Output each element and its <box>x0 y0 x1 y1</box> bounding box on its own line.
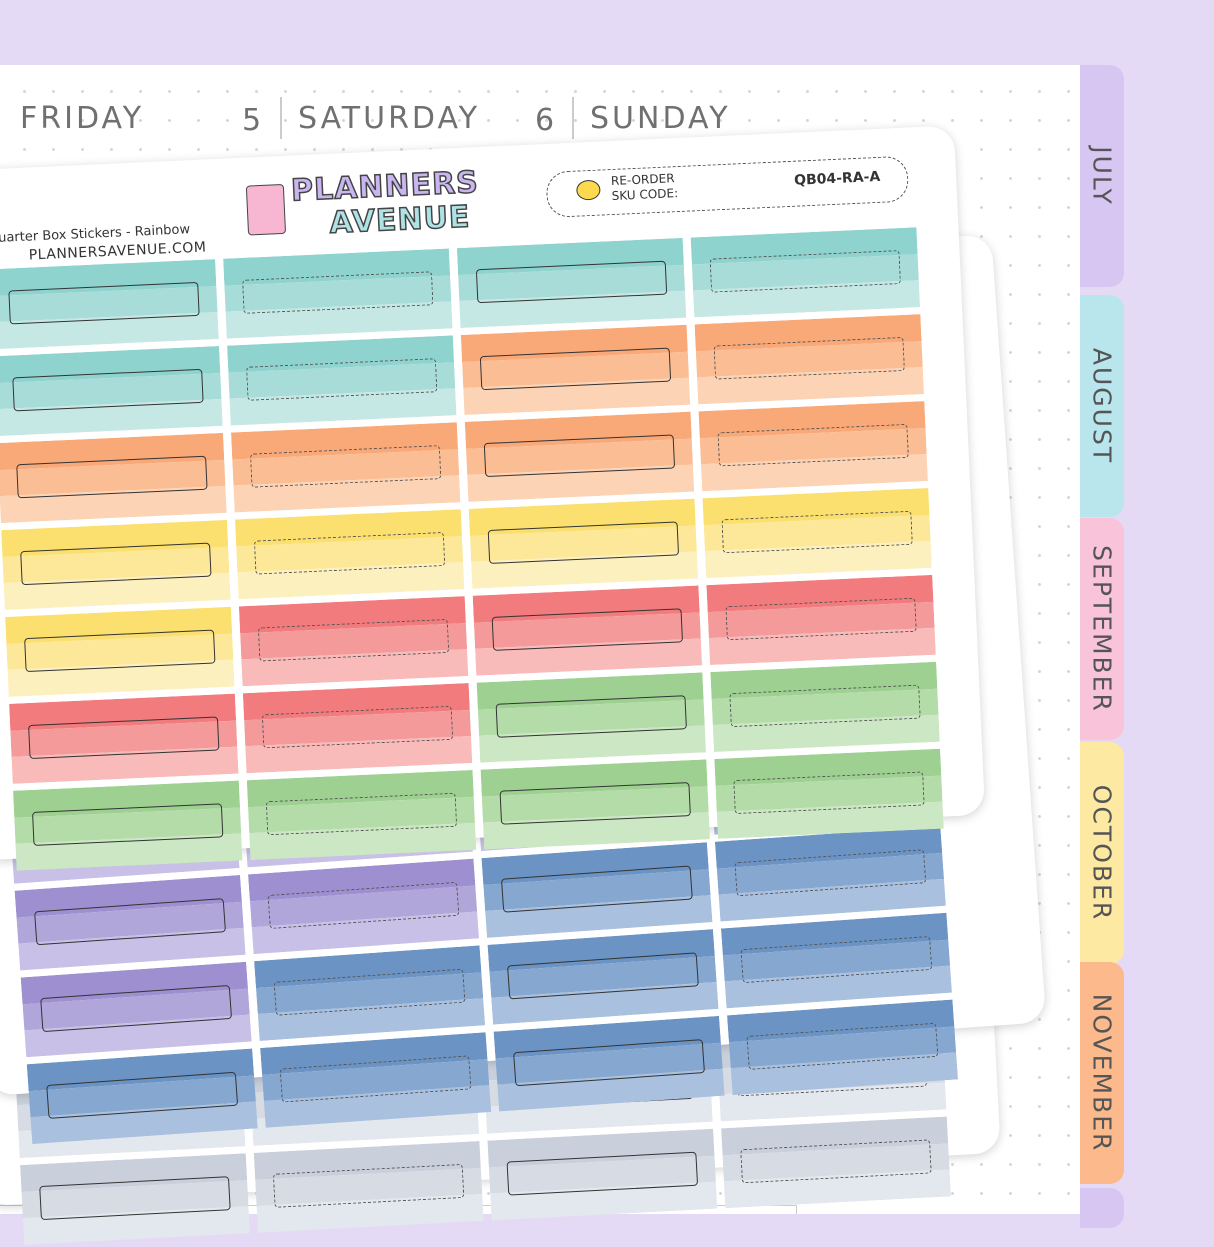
month-tab: OCTOBER <box>1080 742 1124 964</box>
month-tab: NOVEMBER <box>1080 962 1124 1184</box>
sticker <box>238 596 469 687</box>
sticker <box>710 661 940 752</box>
month-tab: JULY <box>1080 65 1124 287</box>
sticker <box>248 858 480 955</box>
sticker <box>706 574 936 666</box>
sticker <box>727 999 959 1096</box>
sticker <box>9 693 239 784</box>
sticker <box>234 509 465 600</box>
sticker <box>0 346 223 437</box>
sku-label: SKU CODE: <box>611 186 679 204</box>
sticker <box>246 769 477 861</box>
day-number: 6 <box>535 103 555 138</box>
sticker <box>698 401 928 492</box>
sticker <box>476 672 707 763</box>
divider <box>280 97 282 139</box>
tab-label: NOVEMBER <box>1087 993 1117 1153</box>
sticker <box>26 1048 258 1145</box>
sticker-sheet: PLANNERS AVENUE Quarter Box Stickers - R… <box>0 125 986 871</box>
day-label: SATURDAY <box>298 101 481 136</box>
sticker <box>20 1153 250 1245</box>
sticker <box>720 912 952 1009</box>
sticker <box>20 961 252 1058</box>
logo-text: AVENUE <box>328 199 472 242</box>
sticker <box>721 1116 951 1209</box>
tab-label: AUGUST <box>1087 347 1117 465</box>
sticker <box>227 335 457 426</box>
sticker <box>702 487 932 579</box>
divider <box>572 97 574 139</box>
sticker <box>460 324 691 415</box>
sticker <box>464 411 695 502</box>
tab-label: OCTOBER <box>1087 784 1117 922</box>
sticker <box>468 498 699 589</box>
month-tab <box>1080 1188 1124 1228</box>
reorder-label: RE-ORDER <box>610 171 675 189</box>
sticker <box>242 683 473 774</box>
sticker <box>1 519 231 610</box>
sticker <box>260 1032 492 1128</box>
month-tab: AUGUST <box>1080 295 1124 517</box>
sticker <box>487 929 719 1025</box>
sticker <box>480 759 710 850</box>
screenshot: FRIDAY 5 SATURDAY 6 SUNDAY JULY AUGUST SEP… <box>0 65 1124 1245</box>
tab-label: SEPTEMBER <box>1087 545 1117 713</box>
day-label: FRIDAY <box>20 101 145 136</box>
sticker <box>0 432 227 524</box>
sticker <box>714 825 946 922</box>
sticker <box>5 606 235 697</box>
sticker <box>223 248 453 339</box>
sticker <box>254 945 486 1041</box>
sticker <box>231 422 461 513</box>
sticker <box>694 314 924 405</box>
sticker <box>14 874 246 971</box>
day-label: SUNDAY <box>590 101 731 136</box>
sticker <box>253 1141 484 1233</box>
sticker <box>0 259 219 350</box>
sticker <box>493 1015 725 1112</box>
tab-label: JULY <box>1087 146 1117 206</box>
sticker <box>13 780 243 871</box>
sticker <box>714 748 944 839</box>
logo-icon <box>245 183 287 236</box>
sticker <box>487 1128 718 1221</box>
sticker <box>690 227 921 318</box>
sticker <box>481 842 713 938</box>
sticker <box>472 585 703 676</box>
sticker <box>456 237 687 329</box>
day-number: 5 <box>242 103 262 138</box>
month-tab: SEPTEMBER <box>1080 518 1124 740</box>
